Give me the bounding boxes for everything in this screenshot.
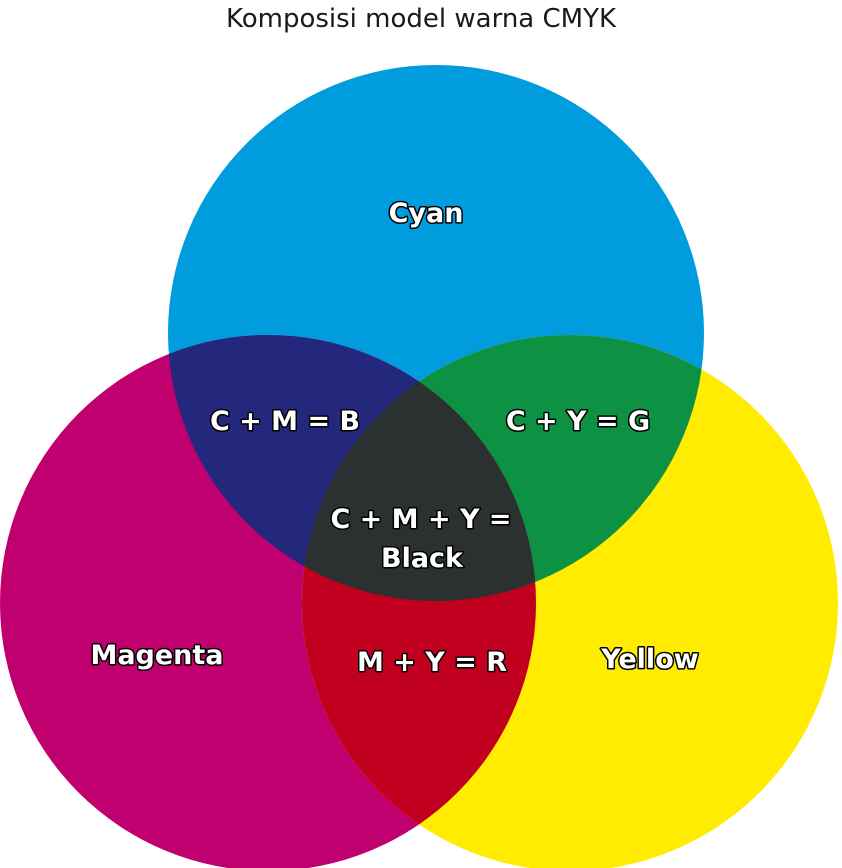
black-label-line1: C + M + Y = bbox=[330, 504, 511, 535]
diagram-title: Komposisi model warna CMYK bbox=[225, 4, 617, 34]
yellow-label: Yellow bbox=[600, 644, 698, 675]
black-center-overlap bbox=[302, 335, 536, 601]
cyan-yellow-label: C + Y = G bbox=[506, 406, 650, 437]
magenta-label: Magenta bbox=[90, 640, 223, 671]
cyan-label: Cyan bbox=[389, 198, 464, 229]
cyan-magenta-label: C + M = B bbox=[210, 406, 360, 437]
magenta-yellow-label: M + Y = R bbox=[357, 647, 507, 678]
black-label-line2: Black bbox=[381, 543, 464, 574]
